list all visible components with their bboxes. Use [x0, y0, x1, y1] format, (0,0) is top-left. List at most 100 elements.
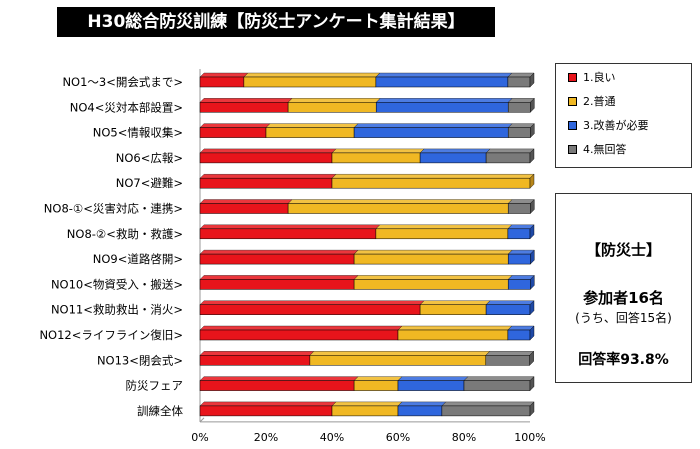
bar-segment-top [353, 376, 403, 381]
bar-segment [507, 228, 531, 240]
category-label: NO8-①<災害対応・連携> [44, 202, 183, 216]
bar-segment-top [287, 98, 381, 103]
bar-end-cap [529, 325, 535, 341]
bar-end-cap [529, 224, 535, 240]
bar-segment [199, 127, 267, 138]
bar-segment [441, 405, 531, 417]
bar-segment-top [485, 351, 535, 356]
bar-end-cap [529, 72, 535, 88]
legend-swatch [568, 120, 577, 130]
bar-segment-top [199, 401, 337, 407]
bar-segment [507, 76, 531, 88]
bar-segment-top [485, 300, 535, 305]
category-label: NO5<情報収集> [93, 126, 183, 140]
bar-segment-top [309, 351, 491, 356]
bar-segment-top [243, 72, 381, 78]
x-tick-label: 60% [386, 431, 410, 444]
category-label: NO4<災対本部設置> [70, 100, 183, 114]
bar-segment [199, 76, 245, 88]
legend-swatch [568, 72, 577, 82]
bar-segment-top [199, 123, 271, 128]
axis-depth-line [199, 417, 205, 423]
respondent-count: (うち、回答15名) [575, 311, 672, 325]
bar-segment [331, 177, 531, 189]
bar-segment-top [199, 300, 425, 305]
bar-segment [397, 329, 509, 341]
legend-label: 1.良い [583, 71, 616, 84]
bar-segment-top [331, 148, 425, 154]
bar-segment [199, 203, 289, 214]
bar-segment [507, 102, 531, 113]
category-label: NO1～3<開会式まで> [62, 75, 183, 89]
bar-segment [199, 329, 399, 341]
category-label: 防災フェア [126, 379, 184, 393]
legend-swatch [568, 96, 577, 106]
legend-label: 4.無回答 [583, 143, 627, 156]
legend: 1.良い 2.普通 3.改善が必要 4.無回答 [555, 63, 692, 168]
category-label: NO6<広報> [116, 151, 183, 165]
bar-segment [353, 380, 399, 391]
bar-end-cap [529, 376, 535, 392]
bar-segment-top [507, 224, 535, 230]
bar-end-cap [530, 199, 535, 214]
x-tick-label: 40% [320, 431, 344, 444]
bar-segment-top [375, 224, 513, 230]
bar-segment-top [463, 376, 535, 381]
bar-segment [331, 405, 399, 417]
bar-segment-top [199, 173, 337, 179]
bar-segment-top [375, 72, 513, 78]
bar-segment [507, 203, 531, 214]
bar-segment [463, 380, 531, 391]
respondent-info-box: 【防災士】 参加者16名 (うち、回答15名) 回答率93.8% [555, 193, 692, 383]
info-title: 【防災士】 [585, 241, 661, 259]
bar-end-cap [529, 401, 535, 417]
bar-end-cap [530, 249, 535, 265]
bar-segment-top [199, 199, 293, 204]
legend-label: 3.改善が必要 [583, 119, 649, 132]
bar-segment-top [353, 275, 513, 280]
bar-segment-top [331, 401, 403, 407]
bar-segment-top [353, 249, 513, 255]
bar-segment [243, 76, 377, 88]
bar-end-cap [529, 173, 535, 189]
x-tick-label: 100% [514, 431, 545, 444]
bar-segment [507, 253, 531, 265]
bar-segment [199, 228, 377, 240]
bar-segment-top [507, 123, 535, 128]
bar-segment [199, 253, 355, 265]
bar-segment [287, 203, 509, 214]
bar-segment [331, 152, 421, 164]
bar-segment [375, 76, 509, 88]
bar-segment-top [397, 401, 447, 407]
bar-segment [419, 304, 487, 315]
x-tick-label: 20% [254, 431, 278, 444]
bar-segment [353, 279, 509, 290]
bar-segment-top [353, 123, 513, 128]
bar-segment-top [485, 148, 535, 154]
bar-segment-top [507, 325, 535, 331]
bar-segment [375, 102, 509, 113]
bar-segment [199, 380, 355, 391]
bar-segment-top [265, 123, 359, 128]
bar-segment [199, 152, 333, 164]
bar-segment-top [199, 351, 315, 356]
bar-segment [199, 355, 311, 366]
x-tick-label: 0% [191, 431, 208, 444]
bar-segment [485, 304, 531, 315]
bar-segment [485, 355, 530, 366]
legend-item: 4.無回答 [568, 142, 627, 158]
bar-segment [353, 127, 509, 138]
bar-segment-top [199, 325, 403, 331]
bar-segment [397, 405, 443, 417]
chart-title: H30総合防災訓練【防災士アンケート集計結果】 [57, 7, 495, 37]
bar-segment [309, 355, 487, 366]
bar-segment-top [199, 72, 249, 78]
bar-segment [287, 102, 377, 113]
bar-segment-top [199, 376, 359, 381]
bar-segment [199, 405, 333, 417]
bar-segment [485, 152, 531, 164]
bar-segment [507, 127, 531, 138]
category-label: NO7<避難> [116, 176, 183, 190]
bar-segment [375, 228, 509, 240]
bar-segment-top [199, 98, 293, 103]
